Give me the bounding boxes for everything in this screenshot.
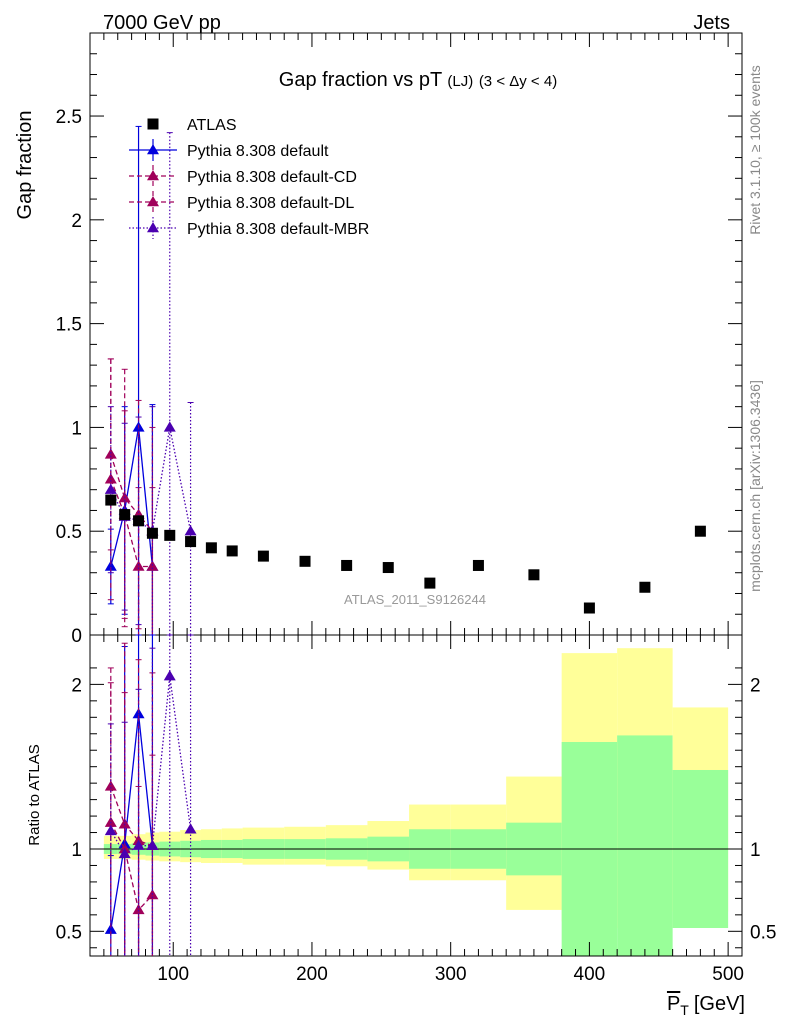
ratio-xtick-label: 400 bbox=[574, 964, 606, 985]
main-point-atlas bbox=[341, 559, 353, 571]
main-point-atlas bbox=[424, 577, 436, 589]
side-mcplots-label: mcplots.cern.ch [arXiv:1306.3436] bbox=[747, 380, 763, 592]
header-left: 7000 GeV pp bbox=[103, 12, 221, 34]
main-ytick-label: 2.5 bbox=[56, 107, 82, 128]
ratio-line-default-dl bbox=[110, 786, 153, 847]
ratio-point-default bbox=[132, 708, 145, 719]
ratio-ytick-label: 2 bbox=[71, 675, 82, 696]
main-line-default-dl bbox=[110, 454, 153, 532]
main-point-atlas bbox=[299, 555, 311, 567]
legend-marker-default bbox=[147, 144, 159, 155]
ratio-xtick-label: 500 bbox=[712, 964, 744, 985]
ratio-series-default-dl bbox=[104, 642, 159, 956]
ratio-ytick-label-right: 2 bbox=[750, 675, 761, 696]
legend-entry-default: Pythia 8.308 default bbox=[129, 139, 329, 161]
main-title: Gap fraction vs pT (LJ) (3 < Δy < 4) bbox=[279, 69, 557, 91]
ratio-ytick-label: 1 bbox=[71, 840, 82, 861]
main-panel: 0 0.5 1 1.5 2 2.5 bbox=[56, 32, 743, 647]
ratio-point-default-mbr bbox=[104, 824, 117, 836]
legend-marker-default-dl bbox=[147, 196, 159, 207]
main-ytick-label: 0 bbox=[71, 626, 82, 647]
ratio-band-inner bbox=[617, 735, 673, 956]
legend-label-default-cd: Pythia 8.308 default-CD bbox=[187, 169, 357, 186]
legend: ATLAS Pythia 8.308 default Pythia 8.308 de… bbox=[129, 117, 369, 239]
ratio-line-default bbox=[110, 713, 154, 930]
analysis-tag: ATLAS_2011_S9126244 bbox=[344, 592, 486, 607]
main-point-atlas bbox=[185, 536, 197, 548]
ratio-ylabel: Ratio to ATLAS bbox=[26, 744, 43, 845]
main-line-default bbox=[110, 427, 154, 567]
legend-label-default: Pythia 8.308 default bbox=[187, 143, 329, 160]
ratio-point-default-mbr bbox=[163, 670, 176, 681]
ratio-xtick-label: 300 bbox=[435, 964, 467, 985]
legend-entry-default-dl: Pythia 8.308 default-DL bbox=[129, 191, 354, 213]
main-point-atlas bbox=[205, 542, 217, 554]
legend-entry-default-cd: Pythia 8.308 default-CD bbox=[129, 165, 357, 187]
ratio-point-default bbox=[104, 923, 117, 934]
legend-label-atlas: ATLAS bbox=[187, 117, 237, 134]
main-line-default-cd bbox=[110, 479, 153, 568]
main-point-atlas bbox=[119, 509, 131, 521]
ratio-point-default-dl bbox=[118, 818, 131, 829]
main-point-atlas bbox=[694, 525, 706, 537]
main-point-atlas bbox=[133, 515, 145, 527]
main-title-range: (3 < Δy < 4) bbox=[479, 73, 557, 90]
legend-marker-default-cd bbox=[147, 170, 159, 181]
main-point-atlas bbox=[105, 494, 117, 506]
legend-marker-default-mbr bbox=[147, 222, 159, 233]
main-series-atlas bbox=[105, 494, 706, 614]
ratio-ytick-label: 0.5 bbox=[56, 922, 82, 943]
main-point-default-cd bbox=[132, 560, 145, 571]
main-ytick-label: 1.5 bbox=[56, 315, 82, 336]
ratio-point-default-mbr bbox=[184, 823, 197, 834]
main-point-atlas bbox=[226, 545, 238, 557]
ratio-ytick-label-right: 1 bbox=[750, 840, 761, 861]
header-right: Jets bbox=[693, 12, 730, 34]
ratio-frame bbox=[89, 634, 743, 957]
main-ytick-label: 0.5 bbox=[56, 522, 82, 543]
main-series-default-mbr bbox=[104, 132, 197, 636]
x-axis-label-unit: [GeV] bbox=[694, 993, 745, 1015]
ratio-panel: 0.5 0.5 1 1 2 2 100 200 300 400 500 bbox=[56, 634, 776, 985]
main-point-atlas bbox=[639, 581, 651, 593]
main-point-default-mbr bbox=[104, 483, 117, 494]
x-axis-label-main: P bbox=[667, 993, 680, 1015]
legend-marker-atlas bbox=[147, 118, 159, 130]
main-ytick-label: 2 bbox=[71, 211, 82, 232]
main-point-atlas bbox=[528, 569, 540, 581]
main-point-atlas bbox=[583, 602, 595, 614]
main-title-text: Gap fraction vs pT bbox=[279, 69, 442, 91]
ratio-point-default-dl bbox=[104, 780, 117, 791]
ratio-point-default-mbr bbox=[132, 839, 145, 850]
main-point-default-cd bbox=[104, 473, 117, 484]
ratio-series-default-mbr bbox=[104, 634, 197, 956]
main-ylabel: Gap fraction bbox=[14, 111, 36, 220]
legend-label-default-mbr: Pythia 8.308 default-MBR bbox=[187, 221, 369, 238]
ratio-line-default-mbr bbox=[110, 676, 192, 855]
side-rivet-label: Rivet 3.1.10, ≥ 100k events bbox=[747, 65, 763, 235]
ratio-ytick-label-right: 0.5 bbox=[750, 922, 776, 943]
main-point-atlas bbox=[146, 527, 158, 539]
main-point-atlas bbox=[257, 550, 269, 562]
main-point-atlas bbox=[164, 529, 176, 541]
legend-entry-atlas: ATLAS bbox=[147, 117, 237, 134]
main-ytick-label: 1 bbox=[71, 418, 82, 439]
main-point-atlas bbox=[472, 559, 484, 571]
main-title-small: (LJ) bbox=[447, 73, 473, 90]
x-axis-label-sub: T bbox=[680, 1002, 689, 1018]
x-axis-label: PT [GeV] bbox=[667, 993, 745, 1018]
main-point-default-mbr bbox=[163, 421, 176, 432]
legend-label-default-dl: Pythia 8.308 default-DL bbox=[187, 195, 354, 212]
main-point-atlas bbox=[382, 562, 394, 574]
ratio-point-default-mbr bbox=[118, 847, 131, 859]
legend-entry-default-mbr: Pythia 8.308 default-MBR bbox=[129, 217, 369, 239]
main-point-default-mbr bbox=[184, 525, 197, 536]
ratio-point-default-mbr bbox=[146, 839, 159, 850]
ratio-xtick-label: 100 bbox=[157, 964, 189, 985]
ratio-xtick-label: 200 bbox=[296, 964, 328, 985]
